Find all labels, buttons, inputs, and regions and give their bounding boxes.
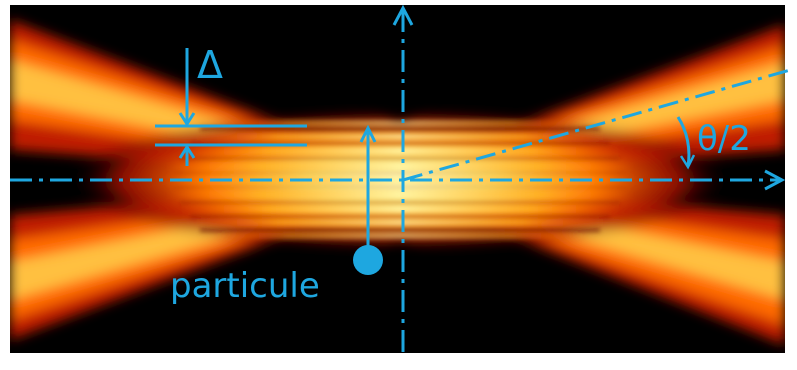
angle-arc (676, 116, 691, 167)
particle-dot (353, 245, 383, 275)
particle-arrowhead (359, 124, 377, 143)
angle-line (402, 68, 791, 182)
delta-arrowhead-top (178, 112, 196, 127)
vertical-axis-arrowhead (392, 4, 414, 26)
horizontal-axis-arrowhead (764, 169, 786, 191)
annotation-layer (10, 4, 791, 358)
delta-arrowhead-bottom (178, 144, 196, 159)
delta-label: Δ (197, 43, 223, 87)
particle-label: particule (170, 266, 320, 306)
angle-label: θ/2 (697, 119, 751, 159)
fringe-heatmap (10, 5, 785, 353)
angle-arrowhead (679, 154, 696, 170)
